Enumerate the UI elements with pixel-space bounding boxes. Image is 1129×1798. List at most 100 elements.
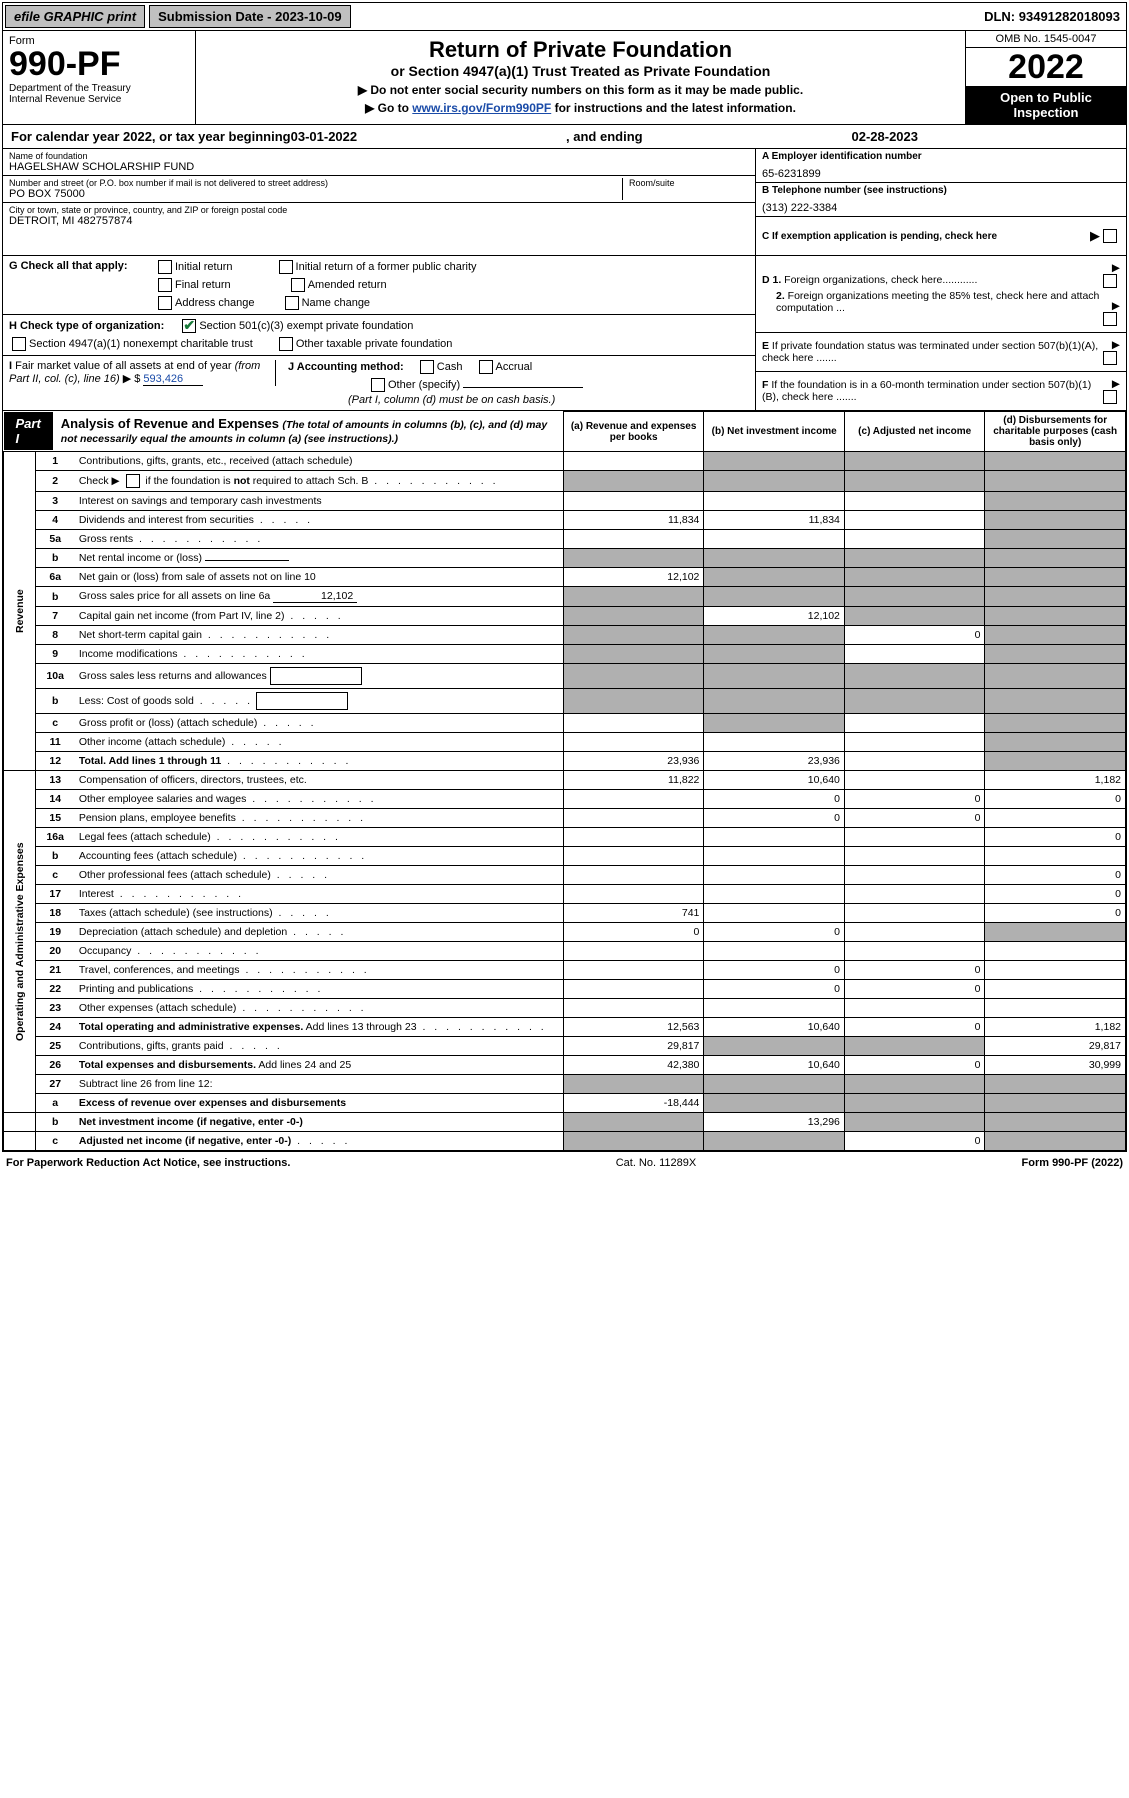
r25-num: 25 <box>35 1037 75 1056</box>
r17-num: 17 <box>35 885 75 904</box>
ssn-warning: ▶ Do not enter social security numbers o… <box>202 83 959 97</box>
g-initial-former-checkbox[interactable] <box>279 260 293 274</box>
part1-title: Analysis of Revenue and Expenses <box>61 416 279 431</box>
h-501c3-checkbox[interactable] <box>182 319 196 333</box>
dln-box: DLN: 93491282018093 <box>984 9 1126 24</box>
calyear-pre: For calendar year 2022, or tax year begi… <box>11 129 291 144</box>
tax-year: 2022 <box>966 48 1126 86</box>
submission-date-value: 2023-10-09 <box>275 9 342 24</box>
room-cell: Room/suite <box>622 178 749 200</box>
row-21: 21 Travel, conferences, and meetings 0 0 <box>4 961 1126 980</box>
r12-b: 23,936 <box>704 752 845 771</box>
row-10a: 10a Gross sales less returns and allowan… <box>4 664 1126 689</box>
checks-block: G Check all that apply: Initial return I… <box>3 256 1126 411</box>
r5a-num: 5a <box>35 530 75 549</box>
g-amended-label: Amended return <box>308 279 387 291</box>
r24-b: 10,640 <box>704 1018 845 1037</box>
revenue-vertical-label: Revenue <box>4 452 36 771</box>
r6a-desc: Net gain or (loss) from sale of assets n… <box>75 568 564 587</box>
r19-num: 19 <box>35 923 75 942</box>
g-final-checkbox[interactable] <box>158 278 172 292</box>
row-17: 17 Interest 0 <box>4 885 1126 904</box>
open-public-box: Open to Public Inspection <box>966 86 1126 124</box>
d1-checkbox[interactable] <box>1103 274 1117 288</box>
d2-checkbox[interactable] <box>1103 312 1117 326</box>
calyear-mid: , and ending <box>357 129 851 144</box>
r6b-num: b <box>35 587 75 607</box>
h-other-checkbox[interactable] <box>279 337 293 351</box>
row-12: 12 Total. Add lines 1 through 11 23,936 … <box>4 752 1126 771</box>
r12-desc: Total. Add lines 1 through 11 <box>75 752 564 771</box>
row-19: 19 Depreciation (attach schedule) and de… <box>4 923 1126 942</box>
row-11: 11 Other income (attach schedule) <box>4 733 1126 752</box>
g-addr-checkbox[interactable] <box>158 296 172 310</box>
row-9: 9 Income modifications <box>4 645 1126 664</box>
r22-b: 0 <box>704 980 845 999</box>
r23-desc: Other expenses (attach schedule) <box>75 999 564 1018</box>
g-final-label: Final return <box>175 279 231 291</box>
h-4947-label: Section 4947(a)(1) nonexempt charitable … <box>29 338 253 350</box>
c-pending-checkbox[interactable] <box>1103 229 1117 243</box>
phone-label: B Telephone number (see instructions) <box>762 185 1120 196</box>
j-accrual-checkbox[interactable] <box>479 360 493 374</box>
r2-desc: Check ▶ if the foundation is not require… <box>75 471 564 492</box>
r10a-num: 10a <box>35 664 75 689</box>
form-title: Return of Private Foundation <box>202 37 959 63</box>
e-label: If private foundation status was termina… <box>762 340 1098 364</box>
efile-print-button[interactable]: efile GRAPHIC print <box>5 5 145 28</box>
g-label: G Check all that apply: <box>9 260 149 272</box>
r25-d: 29,817 <box>985 1037 1126 1056</box>
r21-num: 21 <box>35 961 75 980</box>
col-a-header: (a) Revenue and expenses per books <box>563 412 704 452</box>
r3-desc: Interest on savings and temporary cash i… <box>75 492 564 511</box>
g-addr-label: Address change <box>175 297 255 309</box>
r11-desc: Other income (attach schedule) <box>75 733 564 752</box>
r8-num: 8 <box>35 626 75 645</box>
row-2: 2 Check ▶ if the foundation is not requi… <box>4 471 1126 492</box>
address-row: Number and street (or P.O. box number if… <box>3 176 755 203</box>
row-26: 26 Total expenses and disbursements. Add… <box>4 1056 1126 1075</box>
r26-b: 10,640 <box>704 1056 845 1075</box>
e-checkbox[interactable] <box>1103 351 1117 365</box>
r26-desc: Total expenses and disbursements. Add li… <box>75 1056 564 1075</box>
g-name-checkbox[interactable] <box>285 296 299 310</box>
footer-right: Form 990-PF (2022) <box>1022 1157 1124 1169</box>
row-23: 23 Other expenses (attach schedule) <box>4 999 1126 1018</box>
r27c-num: c <box>35 1132 75 1151</box>
h-4947-checkbox[interactable] <box>12 337 26 351</box>
g-amended-checkbox[interactable] <box>291 278 305 292</box>
f-checkbox[interactable] <box>1103 390 1117 404</box>
g-row: G Check all that apply: Initial return I… <box>3 256 755 315</box>
r6b-desc: Gross sales price for all assets on line… <box>75 587 564 607</box>
r2-checkbox[interactable] <box>126 474 140 488</box>
j-other-checkbox[interactable] <box>371 378 385 392</box>
r7-b: 12,102 <box>704 607 845 626</box>
part1-title-box: Analysis of Revenue and Expenses (The to… <box>53 412 563 449</box>
r24-d: 1,182 <box>985 1018 1126 1037</box>
r16b-num: b <box>35 847 75 866</box>
r3-num: 3 <box>35 492 75 511</box>
row-27: 27 Subtract line 26 from line 12: <box>4 1075 1126 1094</box>
r16a-num: 16a <box>35 828 75 847</box>
row-18: 18 Taxes (attach schedule) (see instruct… <box>4 904 1126 923</box>
r12-num: 12 <box>35 752 75 771</box>
irs-link[interactable]: www.irs.gov/Form990PF <box>412 101 551 115</box>
submission-date-box: Submission Date - 2023-10-09 <box>149 5 351 28</box>
row-27b: b Net investment income (if negative, en… <box>4 1113 1126 1132</box>
h-content: H Check type of organization: Section 50… <box>9 319 452 351</box>
footer-mid: Cat. No. 11289X <box>290 1157 1021 1169</box>
r22-desc: Printing and publications <box>75 980 564 999</box>
r23-num: 23 <box>35 999 75 1018</box>
r5a-desc: Gross rents <box>75 530 564 549</box>
r25-desc: Contributions, gifts, grants paid <box>75 1037 564 1056</box>
expenses-vertical-label: Operating and Administrative Expenses <box>4 771 36 1113</box>
room-label: Room/suite <box>629 178 749 188</box>
r14-num: 14 <box>35 790 75 809</box>
r17-desc: Interest <box>75 885 564 904</box>
r21-c: 0 <box>844 961 985 980</box>
r10b-desc: Less: Cost of goods sold <box>75 689 564 714</box>
r9-desc: Income modifications <box>75 645 564 664</box>
g-initial-checkbox[interactable] <box>158 260 172 274</box>
j-cash-checkbox[interactable] <box>420 360 434 374</box>
r24-desc: Total operating and administrative expen… <box>75 1018 564 1037</box>
